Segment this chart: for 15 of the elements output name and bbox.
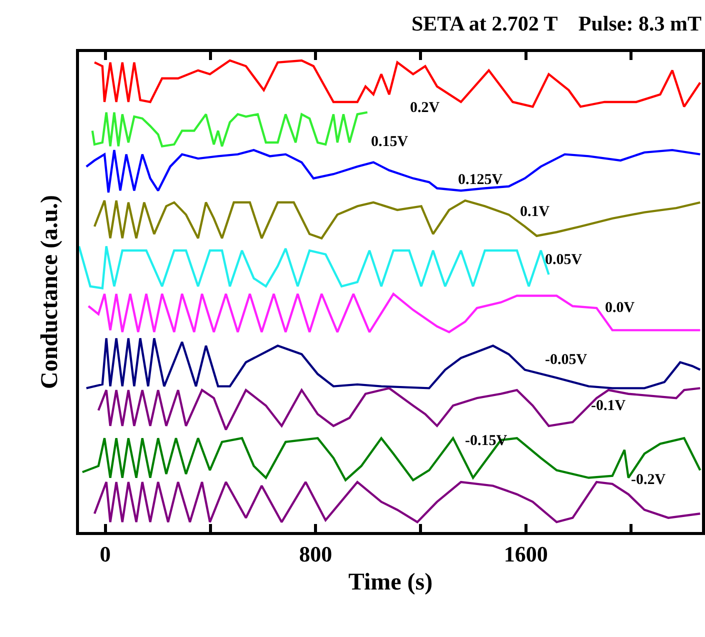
x-tick-label: 1600 [504, 541, 548, 566]
annotation: -0.2V [631, 472, 666, 488]
annotation: 0.125V [458, 172, 503, 188]
x-tick-label: 0 [100, 541, 111, 566]
x-tick-label: 800 [299, 541, 332, 566]
annotation: 0.05V [545, 252, 582, 268]
annotation: 0.15V [371, 134, 408, 150]
annotation: -0.1V [591, 398, 626, 414]
y-axis-title: Conductance (a.u.) [37, 194, 64, 390]
chart-title: SETA at 2.702 T Pulse: 8.3 mT [412, 12, 702, 36]
x-axis-title: Time (s) [348, 570, 433, 596]
annotation: 0.2V [410, 100, 440, 116]
annotation: 0.1V [520, 204, 550, 220]
annotation: 0.0V [605, 300, 635, 316]
annotation: -0.05V [545, 352, 588, 368]
